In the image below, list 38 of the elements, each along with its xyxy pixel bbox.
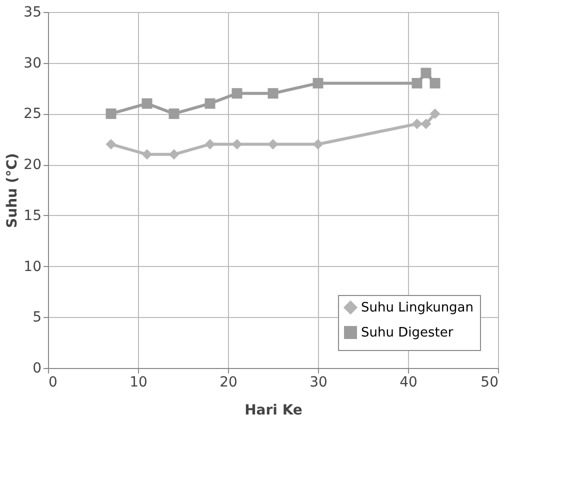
point: [312, 138, 324, 150]
point: [232, 138, 242, 150]
point: [430, 108, 440, 119]
point: [412, 78, 422, 88]
y-tick-label: 15: [24, 208, 42, 224]
point: [142, 149, 152, 160]
y-tick-label: 20: [24, 157, 42, 174]
point: [268, 138, 278, 150]
x-tick-label: 30: [310, 374, 328, 390]
legend-label: Suhu Digester: [361, 326, 454, 340]
point: [420, 68, 432, 78]
y-axis-title: Suhu (°C): [4, 153, 21, 228]
point: [142, 98, 152, 109]
legend-label: Suhu Lingkungan: [361, 300, 474, 316]
point: [412, 118, 422, 130]
x-tick-label: 10: [130, 374, 148, 390]
y-tick-label: 30: [24, 55, 42, 72]
point: [312, 78, 324, 88]
x-tick-label: 50: [480, 374, 498, 390]
point: [106, 108, 116, 119]
y-tick-label: 0: [32, 360, 42, 376]
y-tick-label: 5: [32, 310, 42, 326]
x-tick-label: 20: [220, 374, 238, 390]
point: [204, 138, 216, 150]
y-tick-label: 10: [24, 258, 42, 275]
point: [168, 108, 180, 119]
point: [106, 138, 116, 150]
point: [268, 88, 278, 99]
point: [168, 149, 180, 160]
x-tick-label: 40: [400, 374, 418, 390]
point: [420, 118, 432, 130]
x-axis-title: Hari Ke: [244, 402, 302, 418]
point: [204, 98, 216, 109]
y-tick-label: 35: [24, 4, 42, 20]
point: [430, 78, 440, 88]
y-tick-label: 25: [24, 106, 42, 122]
point: [232, 88, 242, 99]
x-tick-label: 0: [48, 374, 58, 390]
